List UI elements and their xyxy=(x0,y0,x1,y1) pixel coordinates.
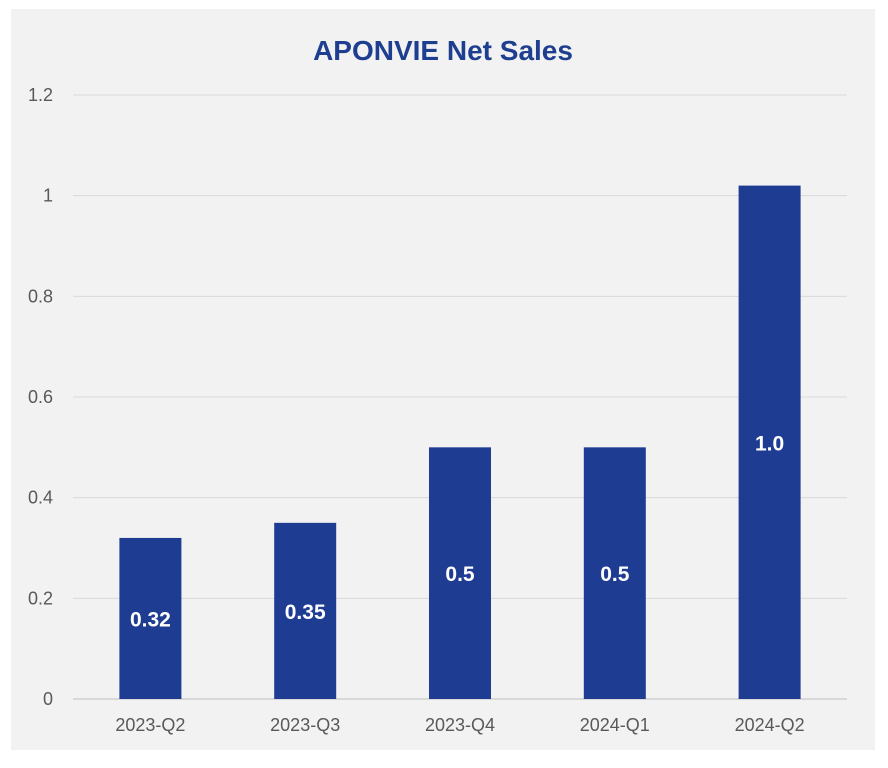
bar-value-label: 0.35 xyxy=(285,601,326,624)
x-tick-label: 2024-Q1 xyxy=(580,715,650,735)
bar-value-label: 1.0 xyxy=(755,432,784,455)
data-labels: 0.32 0.35 0.5 0.5 1.0 xyxy=(130,432,784,631)
bar-2024-q2 xyxy=(738,185,801,700)
x-tick-label: 2023-Q4 xyxy=(425,715,495,735)
y-tick-label: 0 xyxy=(43,689,53,709)
bar-2023-q3 xyxy=(274,522,337,699)
x-tick-label: 2024-Q2 xyxy=(735,715,805,735)
y-tick-label: 1.2 xyxy=(28,85,53,105)
bar-value-label: 0.32 xyxy=(130,608,171,631)
y-tick-label: 1 xyxy=(43,186,53,206)
bar-2023-q2 xyxy=(119,537,182,699)
bar-2023-q4 xyxy=(429,447,491,699)
x-tick-label: 2023-Q2 xyxy=(115,715,185,735)
bar-value-label: 0.5 xyxy=(600,563,630,586)
y-tick-label: 0.2 xyxy=(28,588,53,608)
chart-title: APONVIE Net Sales xyxy=(313,35,573,66)
y-tick-label: 0.6 xyxy=(28,387,53,407)
bar-2024-q1 xyxy=(583,447,646,699)
x-tick-label: 2023-Q3 xyxy=(270,715,340,735)
x-axis-ticks: 2023-Q2 2023-Q3 2023-Q4 2024-Q1 2024-Q2 xyxy=(115,715,804,735)
bar-value-label: 0.5 xyxy=(445,563,475,586)
bars xyxy=(119,185,801,700)
bar-chart-plot: 00.20.40.60.811.2 2023-Q2 2023-Q3 2023-Q4 2… xyxy=(28,85,847,735)
chart-panel: APONVIE Net Sales 0 0.2 0.4 0.6 0.8 1 1.2 2023… xyxy=(11,9,875,750)
y-tick-label: 0.8 xyxy=(28,286,53,306)
y-tick-label: 0.4 xyxy=(28,488,53,508)
y-axis-ticks: 0 0.2 0.4 0.6 0.8 1 1.2 xyxy=(28,85,53,709)
